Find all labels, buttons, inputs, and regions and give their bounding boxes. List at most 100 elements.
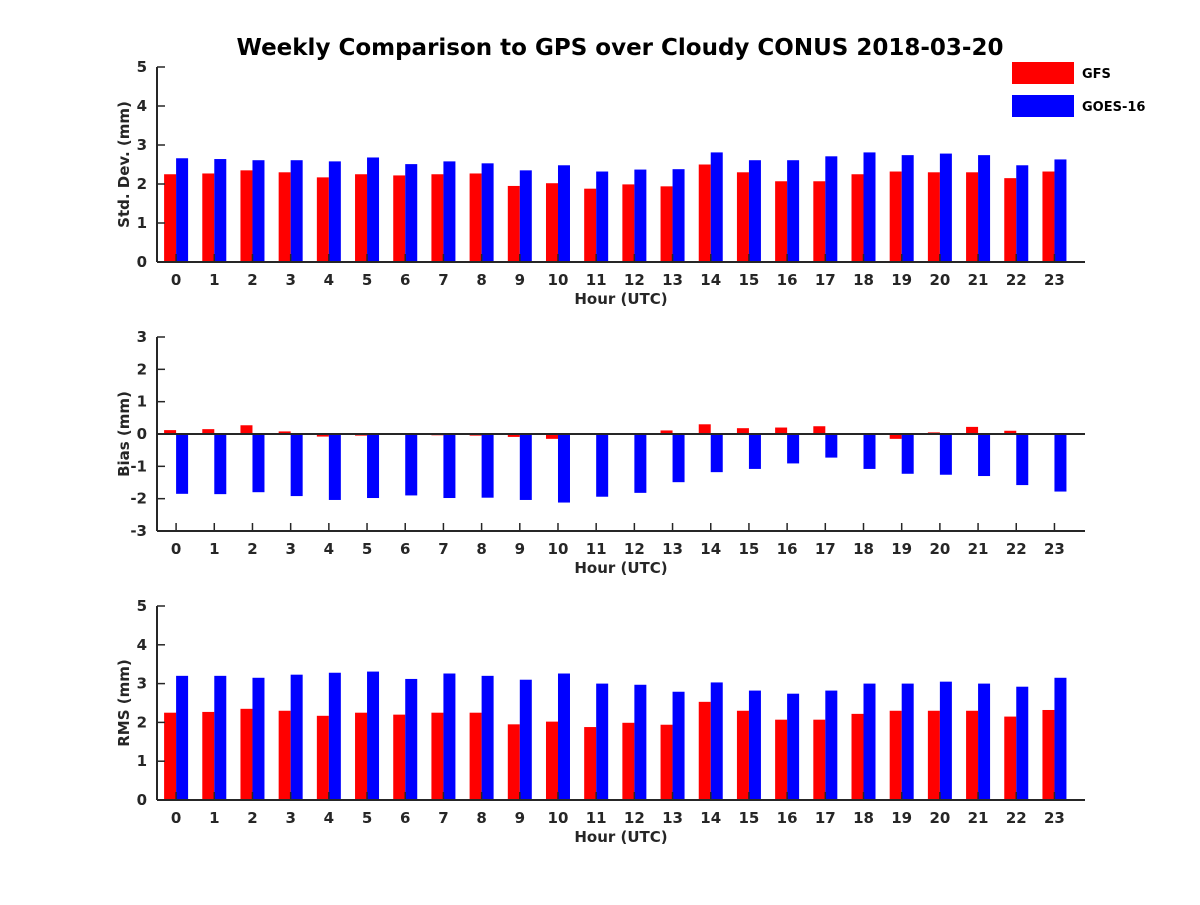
bar	[787, 160, 800, 262]
x-tick-label: 15	[738, 809, 759, 827]
x-tick-label: 8	[476, 540, 486, 558]
bar	[214, 159, 227, 262]
bar	[252, 434, 265, 493]
bar	[978, 683, 991, 800]
bar	[748, 690, 761, 800]
x-tick-label: 21	[968, 271, 989, 289]
bar	[431, 174, 444, 262]
y-tick-label: 3	[137, 675, 147, 693]
bar	[481, 675, 494, 800]
x-tick-label: 14	[700, 809, 721, 827]
x-tick-label: 21	[968, 540, 989, 558]
x-tick-label: 20	[929, 540, 950, 558]
x-tick-label: 5	[362, 809, 372, 827]
bar	[851, 713, 864, 800]
bar	[393, 714, 406, 800]
bar	[367, 434, 380, 499]
y-tick-label: 4	[137, 97, 147, 115]
bar	[1016, 434, 1029, 486]
x-tick-label: 2	[247, 540, 257, 558]
bar	[672, 691, 685, 800]
legend-label: GOES-16	[1082, 100, 1145, 115]
bar	[710, 434, 723, 473]
y-tick-label: 3	[137, 136, 147, 154]
bar	[202, 173, 215, 262]
x-tick-label: 16	[777, 540, 798, 558]
y-tick-label: -1	[130, 457, 147, 475]
x-tick-label: 22	[1006, 271, 1027, 289]
x-tick-label: 18	[853, 809, 874, 827]
bar	[660, 430, 673, 434]
x-tick-label: 15	[738, 540, 759, 558]
bar	[596, 434, 609, 497]
y-axis-title: Std. Dev. (mm)	[115, 101, 133, 228]
bar	[443, 434, 456, 499]
legend-swatch	[1012, 62, 1074, 84]
y-axis-title: RMS (mm)	[115, 659, 133, 746]
bar	[672, 434, 685, 483]
bar	[927, 172, 940, 262]
x-tick-label: 16	[777, 271, 798, 289]
bar	[889, 710, 902, 800]
bar	[901, 683, 914, 800]
x-tick-label: 22	[1006, 809, 1027, 827]
x-tick-label: 7	[438, 809, 448, 827]
x-tick-label: 11	[586, 540, 607, 558]
x-tick-label: 17	[815, 809, 836, 827]
bar	[507, 185, 520, 262]
bar	[278, 431, 291, 434]
bar	[469, 712, 482, 800]
bar	[545, 183, 558, 262]
bar	[660, 724, 673, 800]
bar	[176, 158, 189, 262]
x-tick-label: 19	[891, 271, 912, 289]
bar	[710, 682, 723, 800]
bar	[634, 684, 647, 800]
y-tick-label: 1	[137, 214, 147, 232]
bar	[214, 675, 227, 800]
x-tick-label: 1	[209, 540, 219, 558]
bar	[1016, 165, 1029, 262]
bar	[978, 155, 991, 262]
x-tick-label: 9	[515, 540, 525, 558]
bar	[328, 161, 341, 262]
bar	[1004, 178, 1017, 262]
x-tick-label: 9	[515, 271, 525, 289]
x-tick-label: 19	[891, 540, 912, 558]
bar	[164, 430, 177, 434]
bar	[1016, 686, 1029, 800]
x-tick-label: 13	[662, 809, 683, 827]
bar	[367, 157, 380, 262]
x-tick-label: 1	[209, 809, 219, 827]
bar	[966, 710, 979, 800]
y-tick-label: 5	[137, 58, 147, 76]
bar	[634, 169, 647, 262]
chart-title: Weekly Comparison to GPS over Cloudy CON…	[237, 35, 1004, 61]
bar	[748, 434, 761, 469]
x-tick-label: 6	[400, 809, 410, 827]
y-tick-label: 0	[137, 425, 147, 443]
bar	[863, 683, 876, 800]
bar	[1054, 159, 1067, 262]
x-tick-label: 11	[586, 809, 607, 827]
y-tick-label: 2	[137, 360, 147, 378]
bar	[355, 174, 368, 262]
bar	[672, 169, 685, 262]
bar	[939, 153, 952, 262]
bar	[584, 188, 597, 262]
bar	[1004, 430, 1017, 434]
bar	[393, 175, 406, 262]
bar	[596, 171, 609, 262]
x-tick-label: 4	[324, 809, 334, 827]
bar	[978, 434, 991, 477]
x-tick-label: 14	[700, 271, 721, 289]
x-tick-label: 11	[586, 271, 607, 289]
bar	[901, 434, 914, 474]
x-tick-label: 21	[968, 809, 989, 827]
bar	[557, 673, 570, 800]
x-tick-label: 3	[285, 271, 295, 289]
legend-swatch	[1012, 95, 1074, 117]
bar	[328, 434, 341, 500]
